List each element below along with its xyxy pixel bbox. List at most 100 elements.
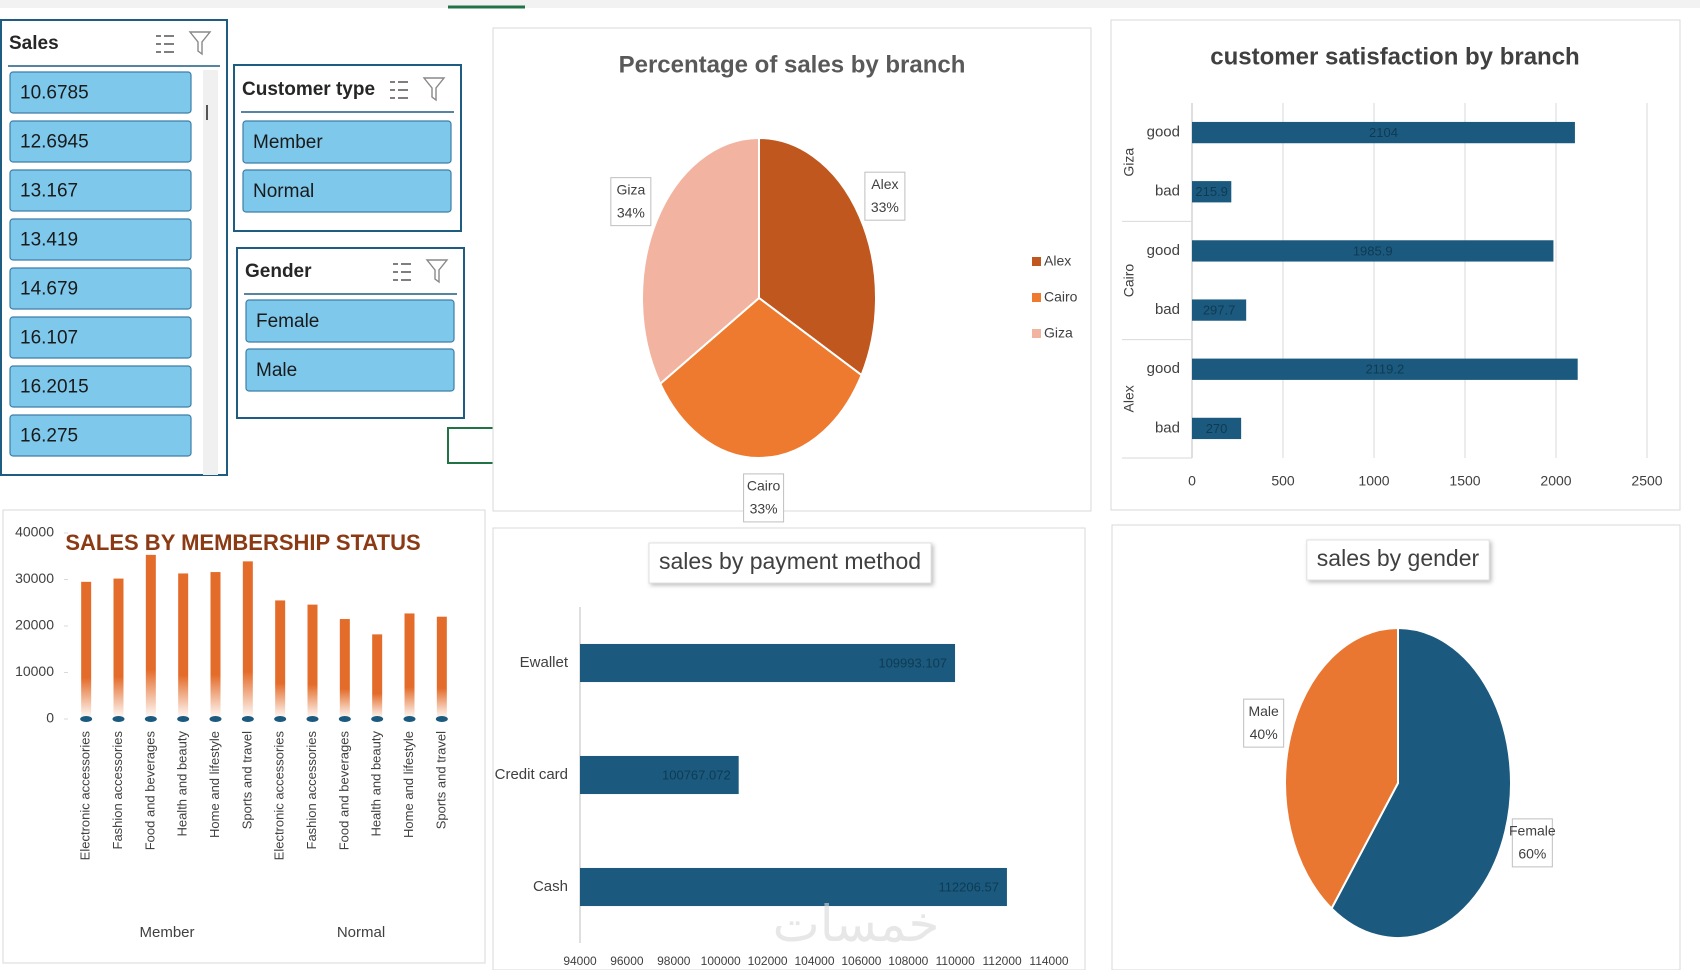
slicer-item[interactable]	[9, 267, 192, 310]
data-label-value: 33%	[871, 199, 899, 215]
chart-title: SALES BY MEMBERSHIP STATUS	[65, 530, 420, 555]
pie-slice	[1330, 626, 1512, 939]
slicer-item-label[interactable]: 13.167	[20, 181, 78, 202]
x-tick-label: Home and lifestyle	[401, 731, 416, 838]
data-label: 270	[1206, 421, 1228, 436]
pie-slice	[658, 296, 863, 459]
clear-filter-button[interactable]	[188, 31, 212, 56]
bar	[1192, 299, 1247, 321]
slicer-header: Customer type	[242, 79, 375, 100]
x-tick-label: 110000	[936, 954, 975, 968]
bar	[404, 613, 415, 719]
y-tick-label: 0	[46, 710, 54, 726]
x-tick-label: 2500	[1631, 473, 1662, 489]
bar-base	[209, 716, 222, 722]
slicer-item[interactable]	[9, 365, 192, 408]
bar-base	[177, 716, 190, 722]
slicer-item[interactable]	[245, 299, 455, 343]
multi-select-button[interactable]	[156, 35, 174, 53]
sheet-header-strip	[0, 0, 1700, 8]
chart: customer satisfaction by branch 0 500 1000 1…	[1110, 19, 1681, 511]
slicer-item[interactable]	[9, 414, 192, 457]
slicer-item-label[interactable]: 16.2015	[20, 377, 89, 398]
slicer-item-label[interactable]: Normal	[253, 181, 314, 202]
slicer-item[interactable]	[9, 71, 192, 114]
slicer-item-label[interactable]: Female	[256, 311, 319, 332]
chart-title: sales by gender	[1317, 545, 1480, 571]
bar	[113, 578, 124, 719]
x-tick-label: Electronic accessories	[78, 731, 93, 861]
multi-select-button[interactable]	[393, 263, 411, 281]
bar	[1192, 121, 1575, 144]
category-label: good	[1147, 360, 1180, 377]
data-label-value: 60%	[1518, 846, 1546, 862]
data-label-value: 40%	[1250, 726, 1278, 742]
group-label: Cairo	[1121, 264, 1137, 298]
bar-base	[274, 716, 287, 722]
slicer-item-label[interactable]: Male	[256, 360, 297, 381]
clear-filter-button[interactable]	[422, 77, 446, 102]
slicer-item-label[interactable]: 12.6945	[20, 132, 89, 153]
x-tick-label: 98000	[657, 954, 691, 968]
group-label: Alex	[1121, 385, 1137, 412]
group-label: Normal	[337, 924, 385, 941]
category-label: bad	[1155, 419, 1180, 436]
category-label: Credit card	[495, 766, 568, 783]
slicer-item-label[interactable]: 16.107	[20, 328, 78, 349]
chart-title: sales by payment method	[659, 548, 921, 574]
x-tick-label: Food and beverages	[142, 731, 157, 851]
x-tick-label: 1500	[1449, 473, 1480, 489]
legend-label: Giza	[1044, 325, 1073, 341]
y-tick-label: 20000	[15, 617, 54, 633]
bar	[210, 572, 221, 719]
slicer-item[interactable]	[9, 316, 192, 359]
x-tick-label: 104000	[794, 954, 834, 968]
slicer-item[interactable]	[9, 218, 192, 261]
slicer-header: Gender	[245, 261, 312, 282]
slicer-item[interactable]	[245, 348, 455, 392]
legend-swatch	[1032, 293, 1041, 302]
slicer-item-label[interactable]: 13.419	[20, 230, 78, 251]
bar	[1192, 240, 1554, 262]
pie-slice	[1284, 626, 1399, 911]
bar	[178, 573, 189, 719]
multi-select-button[interactable]	[390, 81, 408, 99]
slicer-item-label[interactable]: 16.275	[20, 426, 78, 447]
data-label-category: Male	[1248, 703, 1279, 719]
category-label: good	[1147, 124, 1180, 141]
legend-swatch	[1032, 329, 1041, 338]
clear-filter-button[interactable]	[425, 259, 449, 284]
chart-title: customer satisfaction by branch	[1210, 43, 1579, 70]
data-label-category: Giza	[616, 181, 645, 197]
slicer-item[interactable]	[9, 120, 192, 163]
slicer-item-label[interactable]: 14.679	[20, 279, 78, 300]
pie-slice	[758, 136, 877, 377]
chart: sales by payment method 94000 96000 98000 10…	[492, 527, 1086, 971]
bar-base	[403, 716, 416, 722]
selected-cell[interactable]	[447, 427, 495, 464]
data-label-category: Cairo	[747, 478, 781, 494]
data-label: 2104	[1369, 125, 1398, 140]
x-tick-label: Electronic accessories	[272, 731, 287, 861]
bar	[1192, 417, 1242, 440]
bar-base	[241, 716, 254, 722]
bar	[339, 619, 350, 719]
bar-base	[338, 716, 351, 722]
x-tick-label: 106000	[841, 954, 881, 968]
bar	[242, 561, 253, 719]
bar-base	[144, 716, 157, 722]
x-tick-label: 1000	[1358, 473, 1389, 489]
slicer-item-label[interactable]: 10.6785	[20, 83, 89, 104]
slicer-item[interactable]	[9, 169, 192, 212]
slicer-item-label[interactable]: Member	[253, 132, 323, 153]
x-tick-label: Health and beauty	[369, 731, 384, 837]
bar-base	[112, 716, 125, 722]
slicer-item[interactable]	[242, 120, 452, 164]
data-label-category: Female	[1509, 823, 1556, 839]
slicer-item[interactable]	[242, 169, 452, 213]
y-tick-label: 30000	[15, 570, 54, 586]
x-tick-label: 0	[1188, 473, 1196, 489]
bar	[580, 755, 739, 795]
